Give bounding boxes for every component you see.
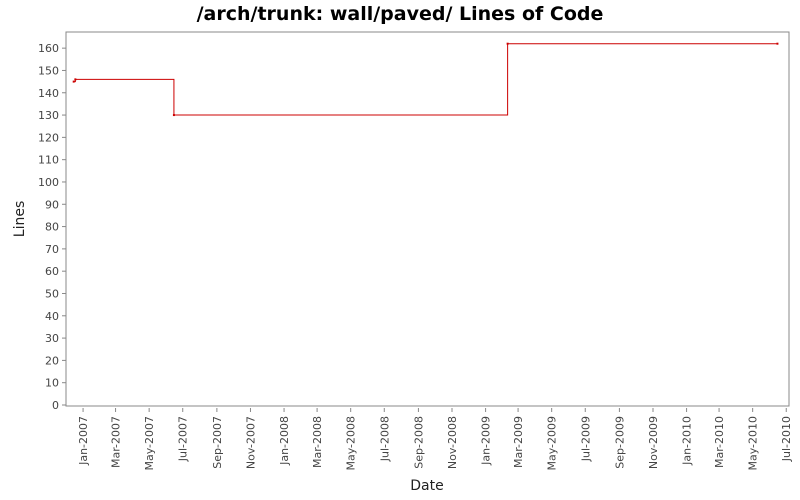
x-axis-label: Date bbox=[410, 478, 443, 494]
x-tick-label: Jul-2009 bbox=[579, 416, 592, 462]
x-tick-label: Jan-2010 bbox=[681, 416, 694, 466]
y-tick-label: 150 bbox=[38, 64, 59, 77]
x-tick-label: May-2009 bbox=[546, 416, 559, 471]
x-tick-label: Jan-2007 bbox=[77, 416, 90, 466]
x-axis: Jan-2007 Mar-2007 May-2007 Jul-2007 Sep-2007… bbox=[77, 408, 793, 471]
y-tick-label: 80 bbox=[45, 221, 59, 234]
x-tick-label: Sep-2007 bbox=[211, 416, 224, 469]
plot-area bbox=[65, 31, 790, 407]
series-layer bbox=[72, 42, 779, 117]
x-tick-label: Jul-2008 bbox=[378, 416, 391, 462]
data-point bbox=[506, 42, 509, 45]
data-point bbox=[776, 42, 779, 45]
y-tick-label: 100 bbox=[38, 176, 59, 189]
x-tick-label: Mar-2008 bbox=[311, 416, 324, 468]
y-tick-label: 10 bbox=[45, 377, 59, 390]
x-tick-label: Jul-2007 bbox=[177, 416, 190, 462]
data-point bbox=[72, 80, 75, 83]
x-tick-label: Nov-2007 bbox=[244, 416, 257, 469]
x-tick-label: Nov-2008 bbox=[446, 416, 459, 469]
y-tick-label: 160 bbox=[38, 42, 59, 55]
data-point bbox=[74, 78, 77, 81]
x-tick-label: Mar-2007 bbox=[110, 416, 123, 468]
x-tick-label: Sep-2008 bbox=[412, 416, 425, 469]
y-tick-label: 20 bbox=[45, 354, 59, 367]
y-axis: 0 10 20 30 40 50 60 70 80 90 100 110 120 130 140 150 160 bbox=[38, 42, 66, 412]
x-tick-label: May-2008 bbox=[345, 416, 358, 471]
x-tick-label: Sep-2009 bbox=[613, 416, 626, 469]
y-tick-label: 140 bbox=[38, 87, 59, 100]
chart-title: /arch/trunk: wall/paved/ Lines of Code bbox=[196, 3, 604, 25]
data-point bbox=[172, 114, 175, 117]
y-tick-label: 90 bbox=[45, 198, 59, 211]
y-tick-label: 40 bbox=[45, 310, 59, 323]
y-tick-label: 130 bbox=[38, 109, 59, 122]
x-tick-label: May-2007 bbox=[143, 416, 156, 471]
y-tick-label: 30 bbox=[45, 332, 59, 345]
x-tick-label: Mar-2009 bbox=[512, 416, 525, 468]
series-line bbox=[73, 43, 778, 116]
x-tick-label: Jan-2009 bbox=[480, 416, 493, 466]
x-tick-label: May-2010 bbox=[747, 416, 760, 471]
y-axis-label: Lines bbox=[12, 201, 28, 237]
y-tick-label: 70 bbox=[45, 243, 59, 256]
x-tick-label: Nov-2009 bbox=[647, 416, 660, 469]
x-tick-label: Jan-2008 bbox=[278, 416, 291, 466]
x-tick-label: Jul-2010 bbox=[780, 416, 793, 462]
y-tick-label: 110 bbox=[38, 154, 59, 167]
y-tick-label: 50 bbox=[45, 287, 59, 300]
x-tick-label: Mar-2010 bbox=[713, 416, 726, 468]
y-tick-label: 60 bbox=[45, 265, 59, 278]
y-tick-label: 0 bbox=[52, 399, 59, 412]
y-tick-label: 120 bbox=[38, 131, 59, 144]
